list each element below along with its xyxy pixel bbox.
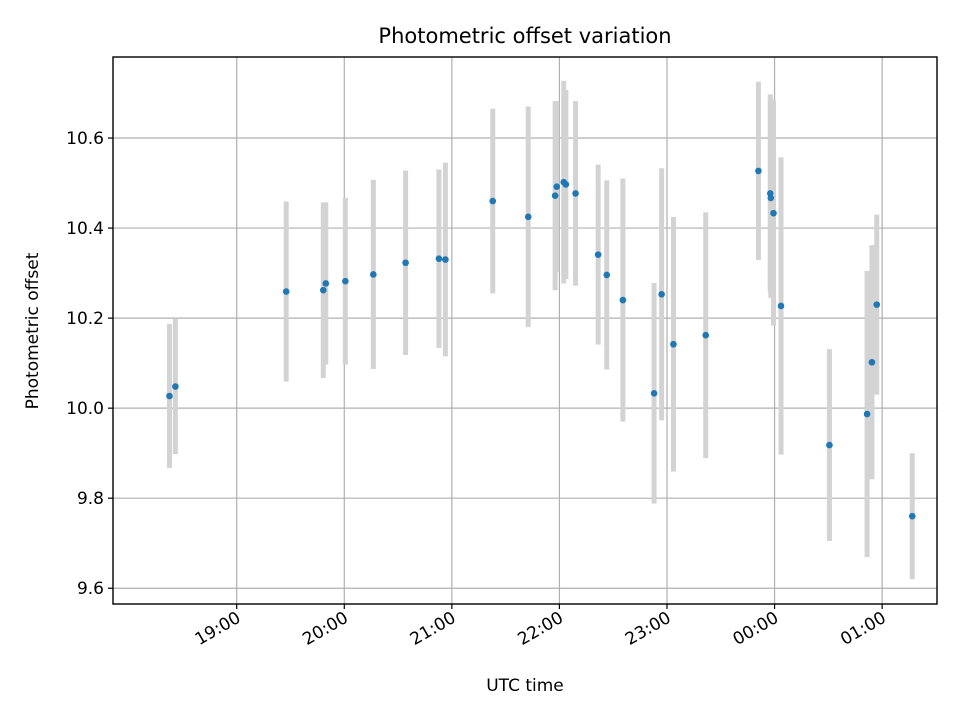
plot-frame [112,56,938,605]
x-axis-label: UTC time [486,676,564,696]
data-point [442,256,449,263]
y-tick-label: 9.6 [77,579,104,599]
data-point [320,286,327,294]
data-point [755,167,762,175]
data-point [767,194,775,202]
data-point [572,190,579,197]
data-point [322,280,330,287]
data-point [777,302,785,310]
data-point [166,392,173,400]
data-point [863,410,871,418]
data-point [282,288,290,295]
data-point [551,192,559,199]
data-point [770,209,777,217]
plot-area [113,57,937,604]
y-tick-label: 10.0 [66,399,104,419]
y-tick-label: 9.8 [77,489,104,509]
data-point [908,512,916,520]
y-tick-label: 10.6 [66,129,104,149]
data-point [868,358,876,366]
data-point [702,331,710,339]
data-point [553,183,561,190]
data-point [489,197,497,205]
data-point [594,251,602,258]
y-tick-label: 10.2 [66,309,104,329]
chart-title: Photometric offset variation [378,24,671,48]
data-point [619,296,627,304]
y-tick-label: 10.4 [66,219,104,239]
data-point [603,271,611,279]
data-point [670,340,677,348]
data-point [524,213,532,221]
data-point [342,277,349,285]
data-point [873,301,881,308]
y-axis-label: Photometric offset [23,252,43,409]
data-point [435,255,443,262]
data-point [402,259,409,267]
data-point [562,181,570,188]
data-point [658,290,665,298]
data-point [826,441,833,449]
data-point [650,390,658,397]
data-point [172,383,179,390]
data-points [166,167,916,520]
data-point [370,271,377,278]
